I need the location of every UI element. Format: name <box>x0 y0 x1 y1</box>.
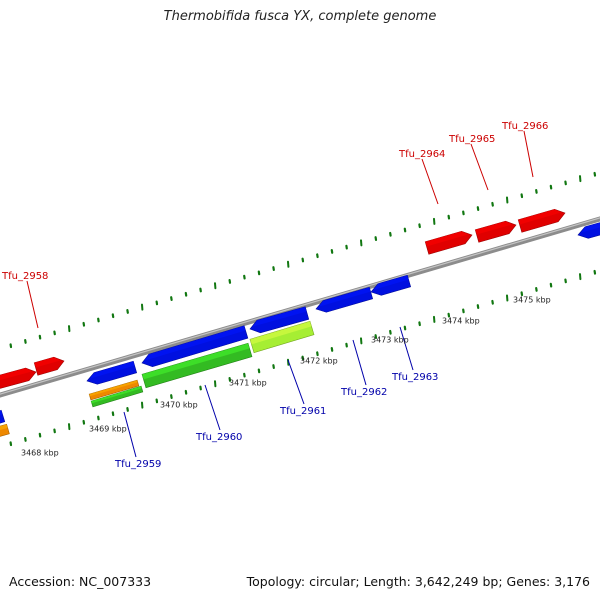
genome-backbone-highlight <box>0 217 600 395</box>
kbp-labels: 3468 kbp 3469 kbp 3470 kbp 3471 kbp 3472 kbp… <box>21 296 551 458</box>
gene-forward-tfu-2964-shine <box>425 231 469 247</box>
gene-forward-tfu-2965 <box>474 220 517 243</box>
forward-gene-label: Tfu_2964 <box>398 149 445 160</box>
forward-gene-label: Tfu_2966 <box>501 121 548 132</box>
gene-forward-tfu-2966-shine <box>518 209 562 225</box>
gene-forward-tfu-2965-shine <box>475 221 513 235</box>
kbp-label: 3472 kbp <box>300 357 338 366</box>
gene-forward-tfu-2966 <box>517 208 566 233</box>
forward-leader-line <box>421 158 439 205</box>
kbp-label: 3473 kbp <box>371 336 409 345</box>
feature-orange-edge <box>0 423 10 437</box>
genes <box>0 208 600 437</box>
gene-forward-tfu-2966-body <box>517 208 566 233</box>
gene-reverse-edge <box>0 409 6 424</box>
gene-reverse-c-shine <box>253 306 307 327</box>
genome-backbone <box>0 216 600 398</box>
gene-forward-tfu-2964 <box>424 230 473 255</box>
reverse-leader-line <box>352 339 367 386</box>
feature-green <box>141 342 253 389</box>
reverse-gene-label: Tfu_2963 <box>391 372 438 383</box>
gene-forward-tfu-2958-shine <box>34 357 61 368</box>
kbp-label: 3471 kbp <box>229 379 267 388</box>
feature-lime <box>249 320 315 354</box>
forward-leader-line <box>523 130 534 178</box>
reverse-leader-line <box>287 359 305 405</box>
gene-reverse-e <box>370 274 412 296</box>
gene-reverse-b-shine <box>145 325 246 361</box>
gene-reverse-edge-shine <box>0 410 3 416</box>
kbp-label: 3475 kbp <box>513 296 551 305</box>
page-title: Thermobifida fusca YX, complete genome <box>163 9 437 24</box>
forward-gene-label: Tfu_2965 <box>448 134 495 145</box>
gene-reverse-d-shine <box>319 287 371 307</box>
reverse-gene-label: Tfu_2959 <box>114 459 161 470</box>
feature-green-shine <box>142 343 250 380</box>
topology-summary: Topology: circular; Length: 3,642,249 bp… <box>246 574 590 589</box>
gene-reverse-f-shine <box>581 222 600 233</box>
backbone <box>0 216 600 398</box>
gene-forward-tfu-2964-body <box>424 230 473 255</box>
feature-orange-edge-shine <box>0 424 8 431</box>
gene-reverse-b <box>141 325 249 367</box>
forward-leader-line <box>26 280 39 329</box>
gene-forward-tfu-2958 <box>33 356 65 376</box>
feature-orange <box>88 379 140 401</box>
feature-green-small-shine <box>91 386 142 404</box>
kbp-label: 3470 kbp <box>160 401 198 410</box>
gene-reverse-a <box>86 360 138 385</box>
feature-green-small <box>90 385 144 408</box>
reverse-gene-label: Tfu_2961 <box>279 406 326 417</box>
gene-reverse-e-shine <box>374 275 409 290</box>
reverse-leader-line <box>123 411 137 458</box>
reverse-gene-label: Tfu_2962 <box>340 387 387 398</box>
reverse-gene-label: Tfu_2960 <box>195 432 242 443</box>
feature-orange-shine <box>89 380 138 397</box>
kbp-label: 3469 kbp <box>89 425 127 434</box>
accession-text: Accession: NC_007333 <box>9 574 152 589</box>
kbp-label: 3468 kbp <box>21 449 59 458</box>
gene-reverse-c <box>249 306 310 334</box>
forward-gene-label: Tfu_2958 <box>1 271 48 282</box>
gene-forward-tfu-2958-a-shine <box>0 368 33 381</box>
reverse-leader-line <box>399 326 414 371</box>
reverse-leader-line <box>204 384 221 431</box>
feature-lime-shine <box>249 321 312 345</box>
gene-reverse-a-shine <box>90 361 135 379</box>
gene-reverse-d <box>315 286 374 313</box>
kbp-label: 3474 kbp <box>442 317 480 326</box>
gene-forward-tfu-2958-a <box>0 367 37 389</box>
forward-leader-line <box>470 143 489 191</box>
tick-marks <box>9 171 597 447</box>
